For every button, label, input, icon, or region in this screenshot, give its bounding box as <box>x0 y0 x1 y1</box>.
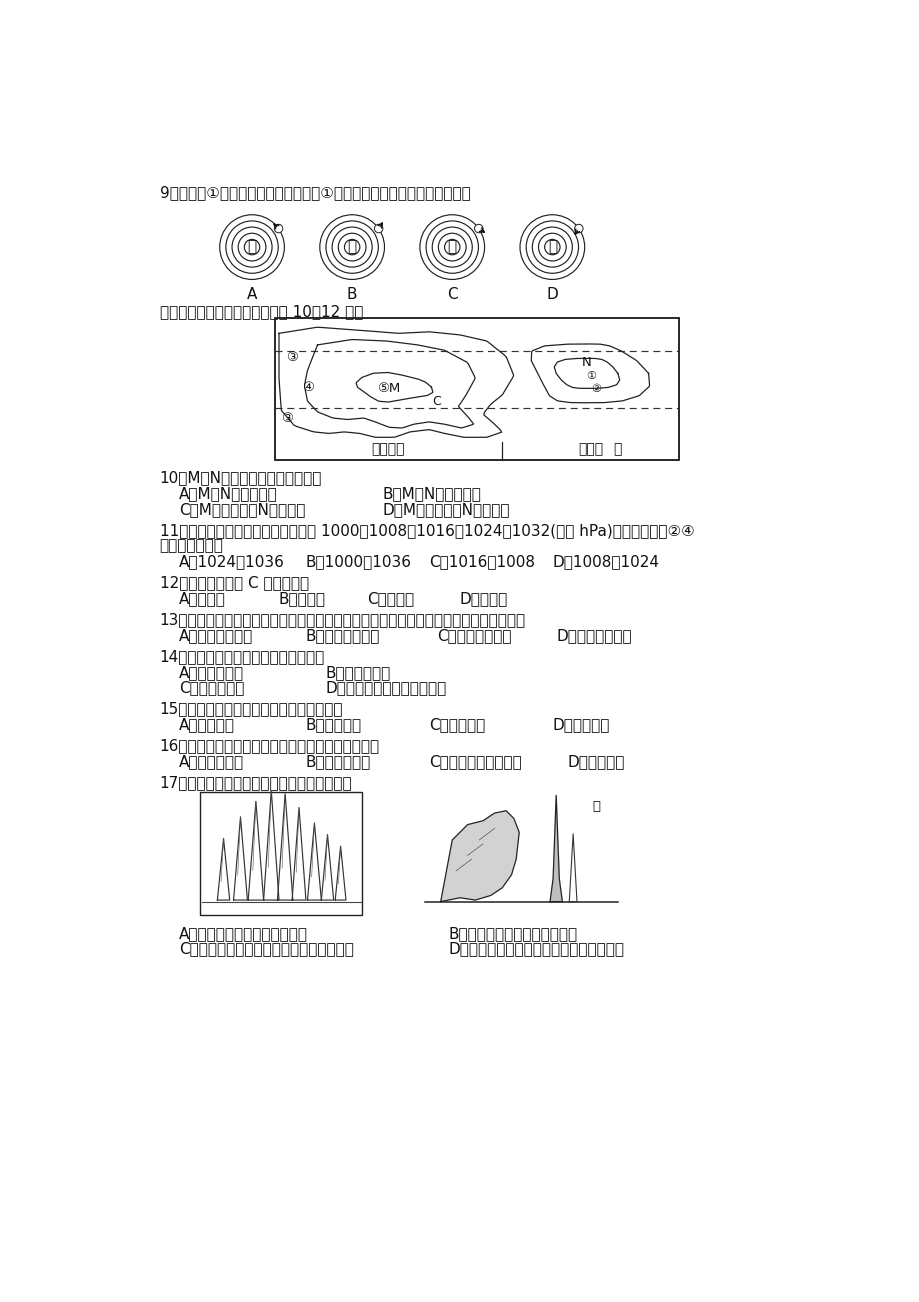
Text: 14．你学校附近的河流参与了水循环的: 14．你学校附近的河流参与了水循环的 <box>160 648 324 664</box>
Text: ③: ③ <box>286 352 298 365</box>
Text: A．太阳短波辐射: A．太阳短波辐射 <box>178 629 253 643</box>
Text: 低: 低 <box>247 240 256 255</box>
Text: D．海上内循环和陆地内循环: D．海上内循环和陆地内循环 <box>324 681 446 695</box>
Text: ③: ③ <box>280 413 292 426</box>
Text: 的气压值分别是: 的气压值分别是 <box>160 538 223 553</box>
Bar <box>275 318 678 461</box>
Text: A: A <box>246 288 257 302</box>
Bar <box>275 318 678 461</box>
Text: ②: ② <box>591 384 601 393</box>
Text: 17．下列有关甲、乙两地貌成因的正确说法是: 17．下列有关甲、乙两地貌成因的正确说法是 <box>160 775 352 790</box>
Text: 太平洋: 太平洋 <box>577 443 602 457</box>
Text: 乙: 乙 <box>592 799 599 812</box>
Text: B．M、N都是低气压: B．M、N都是低气压 <box>382 487 482 501</box>
Text: ①: ① <box>586 371 596 381</box>
Text: B．两地貌都是以外力作用为主: B．两地貌都是以外力作用为主 <box>448 926 577 941</box>
Text: 9．下图中①地处于北半球，箔头表示①地的风向。四幅图中风向正确的是: 9．下图中①地处于北半球，箔头表示①地的风向。四幅图中风向正确的是 <box>160 185 470 201</box>
Text: C．地面短波辐射: C．地面短波辐射 <box>437 629 511 643</box>
Text: D: D <box>546 288 558 302</box>
Text: 10．M、N两地的气压高、低情况是: 10．M、N两地的气压高、低情况是 <box>160 470 322 486</box>
Text: A．两地貌都是以内力作用为主: A．两地貌都是以内力作用为主 <box>178 926 308 941</box>
Text: D．甲以外力作用为主，乙以内力作用为主: D．甲以外力作用为主，乙以内力作用为主 <box>448 941 624 957</box>
Text: B．1000、1036: B．1000、1036 <box>306 555 412 569</box>
Text: ①: ① <box>474 224 482 233</box>
Text: 低: 低 <box>347 240 357 255</box>
Text: 甲: 甲 <box>277 905 285 918</box>
Text: C．1016、1008: C．1016、1008 <box>428 555 535 569</box>
Text: ①: ① <box>274 224 282 233</box>
Bar <box>200 792 362 915</box>
Text: B．陆地内循环: B．陆地内循环 <box>324 665 390 680</box>
Text: 低: 低 <box>448 240 457 255</box>
Text: 13．大气中二氧化碳的浓度不断增加，使全球气温升高，其原因是二氧化碳能够大量吸收: 13．大气中二氧化碳的浓度不断增加，使全球气温升高，其原因是二氧化碳能够大量吸收 <box>160 612 525 628</box>
Text: A．海上内循环: A．海上内循环 <box>178 665 244 680</box>
Text: C．改进农业灶溉技术: C．改进农业灶溉技术 <box>428 755 521 769</box>
Text: 15．下列哪个海区洋流的方向冬、夏季不同: 15．下列哪个海区洋流的方向冬、夏季不同 <box>160 702 343 716</box>
Text: 亚洲大陆: 亚洲大陆 <box>371 443 404 457</box>
Text: ⑤M: ⑤M <box>376 383 400 396</box>
Text: ．: ． <box>613 443 621 457</box>
Circle shape <box>274 224 282 233</box>
Text: B．地面长波辐射: B．地面长波辐射 <box>306 629 380 643</box>
Text: D．海水淡化: D．海水淡化 <box>567 755 624 769</box>
Text: 读一月份海平面等压线图，完成 10～12 题。: 读一月份海平面等压线图，完成 10～12 题。 <box>160 305 363 319</box>
Text: C: C <box>432 395 441 408</box>
Text: A．开发地下水: A．开发地下水 <box>178 755 244 769</box>
Text: B: B <box>346 288 357 302</box>
Text: D．西南风: D．西南风 <box>460 591 507 607</box>
Text: ④: ④ <box>301 380 313 393</box>
Text: 12．图中亚洲东部 C 点的风向是: 12．图中亚洲东部 C 点的风向是 <box>160 575 309 590</box>
Text: D．南太平洋: D．南太平洋 <box>551 717 609 733</box>
Text: C．甲以内力作用为主，乙以外力作用为主: C．甲以内力作用为主，乙以外力作用为主 <box>178 941 354 957</box>
Text: B．北印度洋: B．北印度洋 <box>306 717 362 733</box>
Polygon shape <box>440 811 518 901</box>
Text: N: N <box>582 357 591 368</box>
Text: 低: 低 <box>547 240 556 255</box>
Text: D．太阳长波辐射: D．太阳长波辐射 <box>556 629 631 643</box>
Circle shape <box>474 224 482 233</box>
Text: D．M是低气压，N是高气压: D．M是低气压，N是高气压 <box>382 503 510 517</box>
Text: D．1008、1024: D．1008、1024 <box>551 555 659 569</box>
Text: B．西北风: B．西北风 <box>278 591 325 607</box>
Text: C．东北风: C．东北风 <box>368 591 414 607</box>
Circle shape <box>574 224 583 233</box>
Text: A．东南风: A．东南风 <box>178 591 225 607</box>
Text: C．北大西洋: C．北大西洋 <box>428 717 485 733</box>
Circle shape <box>374 224 382 233</box>
Text: C．M是高气压，N是低气压: C．M是高气压，N是低气压 <box>178 503 305 517</box>
Text: A．M、N都是高气压: A．M、N都是高气压 <box>178 487 278 501</box>
Text: 16．下列措施中，属于合理利用水资源节流措施的是: 16．下列措施中，属于合理利用水资源节流措施的是 <box>160 738 380 754</box>
Text: B．跨流域调水: B．跨流域调水 <box>306 755 370 769</box>
Polygon shape <box>550 796 562 901</box>
Text: C: C <box>447 288 457 302</box>
Text: C．海陆间循环: C．海陆间循环 <box>178 681 244 695</box>
Text: A．北太平洋: A．北太平洋 <box>178 717 234 733</box>
Text: ①: ① <box>574 224 583 233</box>
Text: 11．如果图中五条等线的数值分别是 1000、1008、1016、1024、1032(单位 hPa)，那么等压线②④: 11．如果图中五条等线的数值分别是 1000、1008、1016、1024、10… <box>160 523 694 538</box>
Text: A．1024、1036: A．1024、1036 <box>178 555 285 569</box>
Text: ①: ① <box>374 224 382 233</box>
